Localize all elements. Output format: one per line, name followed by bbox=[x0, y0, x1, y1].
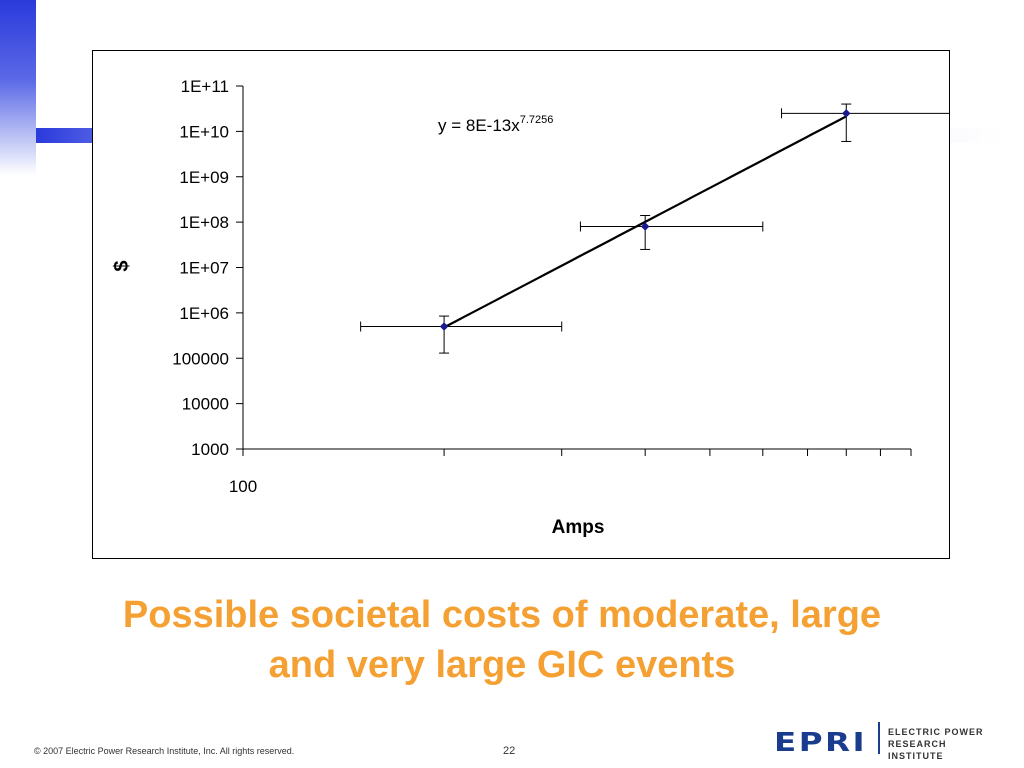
logo-divider bbox=[878, 722, 880, 754]
y-tick-label: 1E+11 bbox=[181, 77, 229, 96]
logo-text: ELECTRIC POWER RESEARCH INSTITUTE bbox=[888, 726, 1004, 762]
equation-base: y = 8E-13x bbox=[438, 116, 520, 135]
data-point-3 bbox=[842, 109, 851, 118]
chart-svg: 1000 10000 100000 1E+06 1E+07 1E+08 1E+09 1E+10… bbox=[111, 77, 949, 538]
logo-mark: EPRI bbox=[774, 728, 868, 758]
error-bar bbox=[360, 315, 563, 354]
y-tick-label: 1E+07 bbox=[179, 259, 229, 278]
y-tick-label: 1E+08 bbox=[179, 213, 229, 232]
y-tick-label: 1000 bbox=[191, 440, 229, 459]
epri-logo: EPRI ELECTRIC POWER RESEARCH INSTITUTE bbox=[774, 720, 1004, 761]
chart-frame: 1000 10000 100000 1E+06 1E+07 1E+08 1E+09 1E+10… bbox=[92, 50, 950, 559]
error-bar bbox=[781, 103, 949, 142]
y-axis-label: $ bbox=[111, 260, 133, 271]
y-tick-label: 1E+10 bbox=[179, 122, 229, 141]
y-axis: 1000 10000 100000 1E+06 1E+07 1E+08 1E+09 1E+10… bbox=[172, 77, 244, 459]
x-tick-label: 100 bbox=[229, 477, 257, 496]
y-tick-label: 1E+09 bbox=[179, 168, 229, 187]
x-axis: 100 bbox=[229, 448, 912, 496]
data-point-1 bbox=[439, 322, 449, 331]
page-number: 22 bbox=[503, 745, 516, 757]
logo-text-line-2: RESEARCH INSTITUTE bbox=[888, 739, 947, 761]
equation-exponent: 7.7256 bbox=[520, 114, 554, 126]
y-tick-label: 10000 bbox=[182, 395, 229, 414]
error-bar bbox=[579, 214, 764, 250]
slide-title-line-1: Possible societal costs of moderate, lar… bbox=[122, 594, 882, 636]
y-tick-label: 1E+06 bbox=[179, 304, 229, 323]
slide-title-line-2: and very large GIC events bbox=[268, 644, 736, 686]
logo-text-line-1: ELECTRIC POWER bbox=[888, 727, 984, 737]
title-accent-block bbox=[0, 0, 36, 175]
x-axis-label: Amps bbox=[552, 517, 605, 538]
copyright-notice: © 2007 Electric Power Research Institute… bbox=[34, 746, 295, 756]
error-bars bbox=[360, 103, 949, 354]
slide-title: Possible societal costs of moderate, lar… bbox=[0, 590, 1004, 690]
y-tick-label: 100000 bbox=[172, 349, 229, 368]
trendline-equation: y = 8E-13x7.7256 bbox=[438, 114, 553, 135]
